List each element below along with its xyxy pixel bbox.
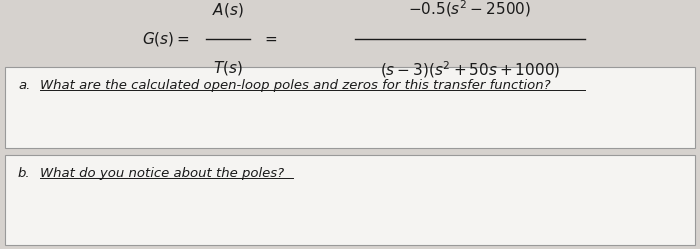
Text: What are the calculated open-loop poles and zeros for this transfer function?: What are the calculated open-loop poles … (40, 79, 551, 92)
Text: $A(s)$: $A(s)$ (212, 1, 244, 19)
Text: $-0.5(s^{2}-2500)$: $-0.5(s^{2}-2500)$ (409, 0, 531, 19)
FancyBboxPatch shape (5, 67, 695, 148)
Text: What do you notice about the poles?: What do you notice about the poles? (40, 167, 284, 180)
Text: $T(s)$: $T(s)$ (213, 59, 243, 77)
Text: $(s-3)(s^{2}+50s+1000)$: $(s-3)(s^{2}+50s+1000)$ (380, 59, 560, 80)
FancyBboxPatch shape (5, 155, 695, 245)
Text: a.: a. (18, 79, 30, 92)
Text: b.: b. (18, 167, 31, 180)
Text: $G(s) =$: $G(s) =$ (142, 30, 190, 48)
Text: $=$: $=$ (262, 32, 278, 46)
